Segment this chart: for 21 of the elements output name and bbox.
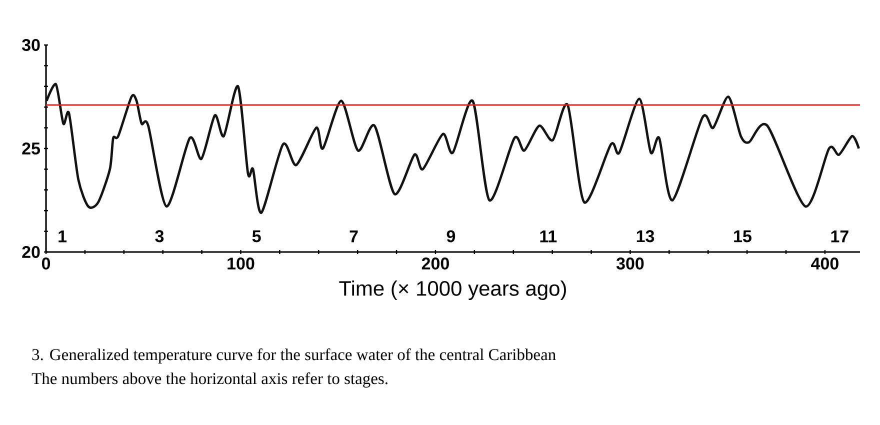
x-tick-label: 300 (616, 258, 644, 270)
x-tick-label: 200 (422, 258, 449, 270)
x-tick-label: 100 (228, 258, 254, 270)
annotation: 3 (155, 230, 164, 242)
x-tick-label: 400 (811, 258, 838, 270)
x-axis-title: Time (× 1000 years ago) (339, 280, 566, 300)
x-tick-label: 0 (42, 258, 50, 270)
annotation: 9 (446, 230, 456, 242)
annotation: 13 (636, 230, 654, 242)
text: The numbers above the horizontal axis refer to stages. (32, 372, 388, 388)
text: 3. Generalized temperature curve for the surface water of the central Caribbean (32, 348, 556, 364)
line-series (45, 83, 860, 214)
annotation: 1 (58, 230, 67, 242)
y-tick-label: 25 (22, 142, 40, 155)
annotation: 7 (350, 230, 358, 242)
y-tick-label: 30 (22, 38, 40, 52)
annotation: 15 (734, 230, 752, 242)
annotation: 17 (831, 230, 848, 242)
y-tick-label: 20 (22, 246, 40, 258)
annotation: 5 (252, 230, 261, 242)
annotation: 11 (540, 230, 557, 242)
